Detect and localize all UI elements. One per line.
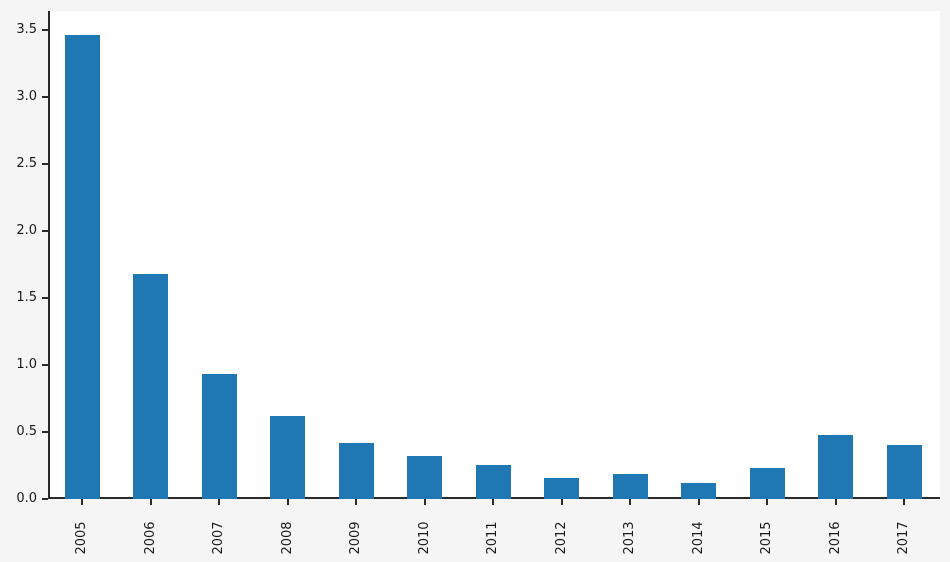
y-tick-mark	[42, 28, 48, 31]
x-tick-mark	[766, 499, 768, 505]
y-tick-mark	[42, 363, 48, 366]
bar-2017	[886, 445, 922, 499]
y-tick-label-0.0: 0.0	[16, 491, 37, 506]
bar-2012	[544, 477, 579, 499]
y-tick-label-2.5: 2.5	[16, 155, 37, 171]
x-tick-label-2016: 2016	[827, 521, 843, 555]
x-tick-label-2009: 2009	[348, 521, 363, 555]
bar-2005	[64, 35, 100, 499]
bar-2015	[749, 468, 785, 499]
x-tick-mark	[492, 499, 494, 505]
y-tick-label-0.5: 0.5	[16, 423, 37, 439]
y-tick-label-1.5: 1.5	[16, 289, 37, 305]
bar-2011	[475, 465, 511, 499]
x-tick-label-2008: 2008	[279, 521, 295, 555]
bar-2008	[270, 415, 305, 499]
x-tick-mark	[423, 499, 426, 505]
x-tick-label-2007: 2007	[211, 521, 226, 555]
x-tick-label-2006: 2006	[142, 521, 158, 555]
bar-2009	[338, 442, 374, 499]
y-tick-mark	[42, 95, 48, 98]
x-tick-mark	[629, 499, 631, 505]
x-tick-mark	[697, 499, 700, 505]
x-tick-label-2013: 2013	[622, 521, 637, 555]
x-tick-label-2010: 2010	[416, 521, 432, 555]
bar-2010	[407, 456, 442, 499]
plot-area	[48, 11, 940, 499]
x-tick-mark	[286, 499, 289, 505]
x-tick-mark	[834, 499, 837, 505]
bar-2014	[681, 482, 716, 499]
x-tick-mark	[81, 499, 83, 505]
y-tick-label-3.0: 3.0	[16, 88, 37, 104]
y-tick-label-1.0: 1.0	[16, 356, 37, 372]
x-tick-mark	[903, 499, 905, 505]
x-tick-label-2014: 2014	[690, 521, 706, 555]
bar-2016	[818, 434, 853, 499]
y-tick-label-2.0: 2.0	[16, 222, 37, 238]
y-tick-mark	[42, 498, 48, 500]
bar-2013	[612, 473, 648, 499]
y-tick-mark	[42, 229, 48, 232]
x-tick-label-2015: 2015	[759, 521, 774, 555]
x-tick-label-2011: 2011	[485, 521, 500, 555]
bar-2007	[201, 374, 237, 499]
y-tick-mark	[42, 296, 48, 299]
x-tick-label-2012: 2012	[553, 521, 569, 555]
x-tick-mark	[355, 499, 357, 505]
x-tick-label-2017: 2017	[896, 521, 911, 555]
x-tick-mark	[560, 499, 563, 505]
y-tick-mark	[42, 430, 48, 433]
bar-2006	[133, 273, 168, 499]
x-tick-label-2005: 2005	[74, 521, 89, 555]
y-tick-label-3.5: 3.5	[16, 21, 37, 37]
y-tick-mark	[42, 162, 48, 165]
x-tick-mark	[149, 499, 152, 505]
x-tick-mark	[218, 499, 220, 505]
